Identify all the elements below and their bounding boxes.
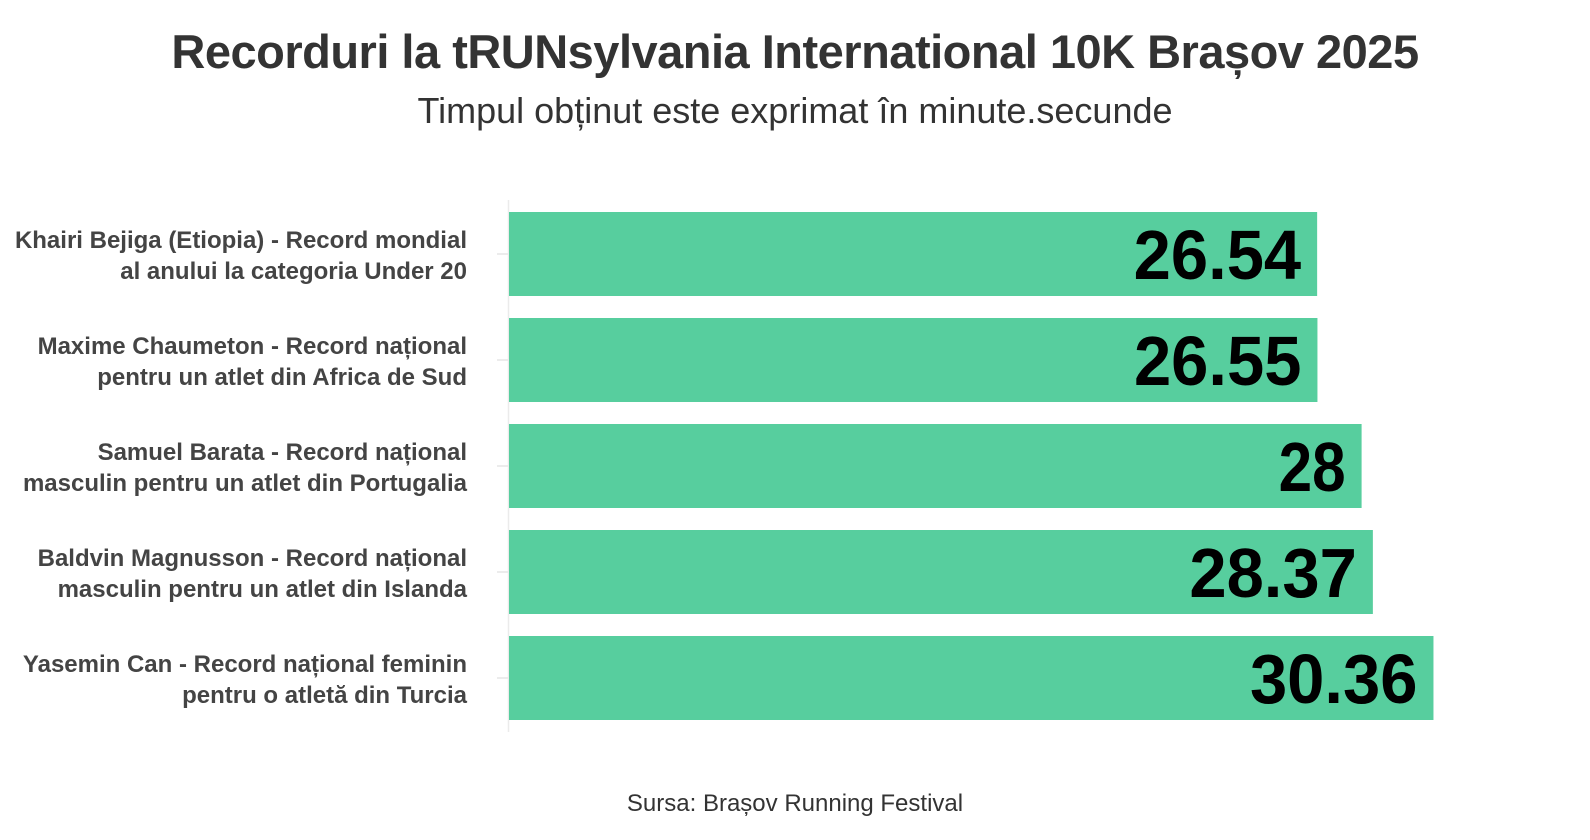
chart-title: Recorduri la tRUNsylvania International … xyxy=(171,25,1419,78)
value-label-3: 28 xyxy=(1279,428,1346,506)
category-label-2-line-1: Maxime Chaumeton - Record național xyxy=(38,333,467,360)
category-label-3-line-2: masculin pentru un atlet din Portugalia xyxy=(23,470,468,497)
bar-1 xyxy=(509,212,1318,296)
category-label-4-line-1: Baldvin Magnusson - Record național xyxy=(38,545,467,572)
value-label-5: 30.36 xyxy=(1250,640,1418,718)
value-label-1: 26.54 xyxy=(1134,216,1302,294)
value-label-2: 26.55 xyxy=(1134,322,1302,400)
category-label-5-line-2: pentru o atletă din Turcia xyxy=(182,682,468,709)
category-label-5-line-1: Yasemin Can - Record național feminin xyxy=(23,651,467,678)
source-caption: Sursa: Brașov Running Festival xyxy=(626,790,964,817)
category-label-2-line-2: pentru un atlet din Africa de Sud xyxy=(97,364,467,391)
bar-3 xyxy=(509,424,1362,508)
category-label-1-line-2: al anului la categoria Under 20 xyxy=(120,258,467,285)
chart-subtitle: Timpul obținut este exprimat în minute.s… xyxy=(417,90,1173,131)
value-label-4: 28.37 xyxy=(1189,534,1357,612)
bar-4 xyxy=(509,530,1373,614)
bar-5 xyxy=(509,636,1434,720)
category-label-4-line-2: masculin pentru un atlet din Islanda xyxy=(58,576,468,603)
bar-2 xyxy=(509,318,1318,402)
category-label-3-line-1: Samuel Barata - Record național xyxy=(98,439,467,466)
category-label-1-line-1: Khairi Bejiga (Etiopia) - Record mondial xyxy=(15,227,467,254)
